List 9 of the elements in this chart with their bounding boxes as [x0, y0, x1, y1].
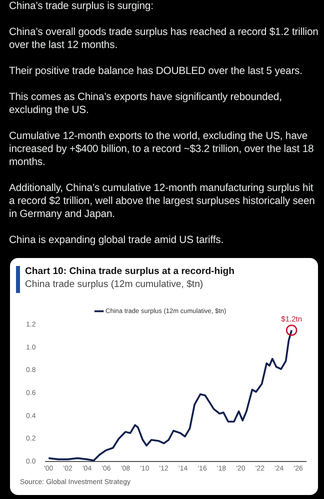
text: China is expanding global trade amid US tariffs.	[9, 234, 224, 247]
chart-subtitle: China trade surplus (12m cumulative, $tn)	[25, 279, 204, 290]
text: Cumulative 12-month exports to the world, excluding the US, have increased by +$400 billion, to a record ~$3.2 trillion, over the last 18 months.	[9, 130, 315, 169]
text: China’s overall goods trade surplus has reached a record $1.2 trillion over the last 12 months.	[9, 26, 319, 52]
text: Additionally, China’s cumulative 12-month manufacturing surplus hit a record $2 trillion, well above the largest surpluses historically seen in Germany and Japan.	[9, 182, 316, 221]
text: This comes as China’s exports have significantly rebounded, excluding the US.	[9, 91, 283, 117]
text: China’s trade surplus is surging:	[9, 0, 154, 13]
chart-title: Chart 10: China trade surplus at a record-high	[25, 266, 235, 277]
text: Their positive trade balance has DOUBLED over the last 5 years.	[9, 65, 304, 78]
